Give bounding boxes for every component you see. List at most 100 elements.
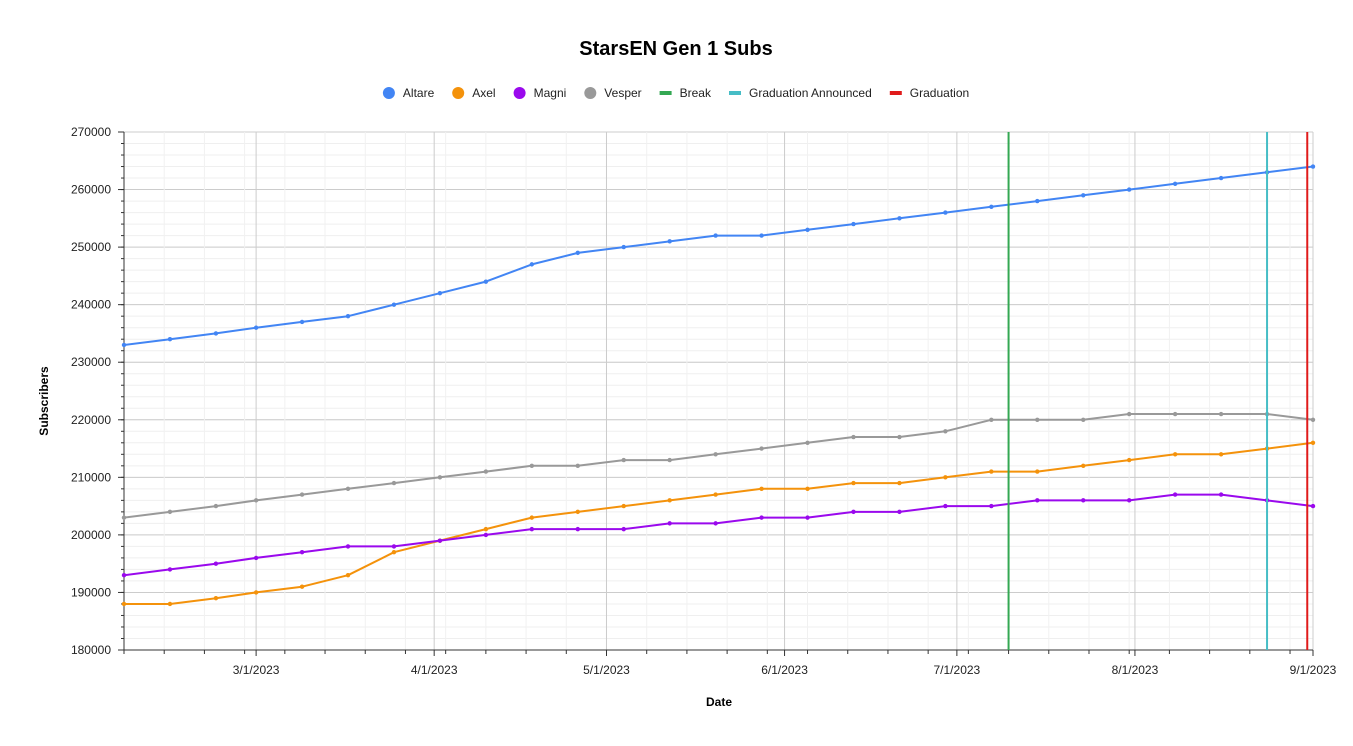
legend-label-altare: Altare — [403, 86, 435, 100]
data-point-magni — [897, 509, 902, 515]
data-point-vesper — [1081, 417, 1086, 422]
legend-item-axel: Axel — [452, 86, 496, 100]
data-point-altare — [575, 250, 580, 256]
data-point-altare — [299, 319, 305, 325]
data-point-vesper — [437, 475, 443, 480]
data-point-magni — [121, 572, 127, 578]
event-lines — [1007, 132, 1309, 650]
legend-swatch-graduation — [889, 91, 902, 95]
legend-swatch-vesper — [584, 87, 597, 99]
grid — [118, 131, 1314, 656]
y-tick-label: 260000 — [71, 183, 111, 197]
data-point-axel — [167, 601, 173, 607]
data-point-altare — [121, 342, 127, 348]
data-point-vesper — [345, 486, 351, 492]
data-point-vesper — [621, 457, 626, 463]
axes — [123, 132, 1313, 651]
legend-swatch-altare — [382, 87, 395, 99]
data-point-axel — [1172, 452, 1178, 457]
legend-item-graduation: Graduation — [889, 86, 969, 100]
data-point-vesper — [299, 492, 305, 497]
data-point-altare — [851, 221, 856, 227]
data-point-altare — [1081, 193, 1086, 198]
y-tick-label: 180000 — [71, 643, 111, 657]
data-point-axel — [483, 526, 489, 532]
data-point-axel — [1081, 463, 1086, 469]
data-point-magni — [483, 532, 489, 538]
x-tick-label: 8/1/2023 — [1112, 663, 1159, 677]
data-point-altare — [345, 313, 351, 319]
data-point-vesper — [713, 452, 718, 457]
data-point-altare — [1310, 164, 1316, 169]
legend-swatch-axel — [452, 87, 465, 99]
data-point-vesper — [483, 469, 489, 474]
data-point-altare — [391, 302, 397, 307]
data-point-vesper — [1172, 411, 1178, 417]
data-point-altare — [1218, 175, 1224, 181]
data-point-altare — [1035, 198, 1040, 204]
data-point-magni — [989, 503, 994, 509]
data-point-magni — [1218, 492, 1224, 497]
data-point-magni — [1126, 498, 1132, 503]
data-point-magni — [1172, 492, 1178, 497]
data-point-altare — [483, 279, 489, 284]
y-tick-label: 250000 — [71, 240, 111, 254]
data-point-axel — [1035, 469, 1040, 474]
legend: Altare Axel Magni Vesper Break Graduation Ann… — [382, 86, 969, 100]
x-axis-ticks: 3/1/2023 4/1/2023 5/1/2023 6/1/2023 7/1/2023… — [233, 663, 1337, 677]
data-point-altare — [167, 337, 173, 342]
data-point-magni — [391, 544, 397, 549]
y-tick-label: 230000 — [71, 355, 111, 369]
data-point-magni — [575, 526, 580, 532]
legend-item-break: Break — [659, 86, 712, 100]
data-point-altare — [253, 325, 259, 330]
data-point-vesper — [1310, 417, 1316, 422]
y-axis-ticks: 180000 190000 200000 210000 220000 230000 2400… — [71, 125, 111, 657]
legend-item-vesper: Vesper — [584, 86, 642, 100]
legend-swatch-break — [659, 91, 672, 95]
data-point-axel — [575, 509, 580, 515]
y-tick-label: 190000 — [71, 585, 111, 599]
legend-swatch-magni — [513, 87, 526, 99]
x-tick-label: 9/1/2023 — [1290, 663, 1337, 677]
legend-item-graduation-announced: Graduation Announced — [729, 86, 872, 100]
data-point-magni — [713, 521, 718, 526]
data-point-vesper — [391, 480, 397, 486]
data-point-axel — [805, 486, 810, 492]
x-tick-label: 3/1/2023 — [233, 663, 280, 677]
data-point-magni — [759, 515, 764, 520]
y-tick-label: 210000 — [71, 470, 111, 484]
data-point-altare — [759, 233, 764, 238]
data-point-altare — [667, 239, 672, 244]
data-point-vesper — [989, 417, 994, 422]
data-point-vesper — [121, 515, 127, 520]
data-point-magni — [943, 503, 948, 509]
data-point-axel — [851, 480, 856, 486]
data-point-magni — [1081, 498, 1086, 503]
data-point-axel — [1310, 440, 1316, 445]
data-point-altare — [1172, 181, 1178, 186]
data-point-axel — [667, 498, 672, 503]
series-group — [121, 164, 1316, 607]
data-point-magni — [805, 515, 810, 520]
data-point-vesper — [759, 446, 764, 451]
data-point-axel — [345, 572, 351, 578]
data-point-altare — [943, 210, 948, 215]
data-point-axel — [943, 475, 948, 480]
data-point-vesper — [851, 434, 856, 440]
data-point-axel — [1126, 457, 1132, 463]
data-point-axel — [253, 590, 259, 595]
data-point-magni — [1035, 498, 1040, 503]
data-point-axel — [989, 469, 994, 474]
data-point-altare — [213, 331, 219, 336]
data-point-magni — [529, 526, 535, 532]
chart-title: StarsEN Gen 1 Subs — [579, 38, 772, 60]
data-point-axel — [713, 492, 718, 497]
data-point-axel — [529, 515, 535, 520]
data-point-magni — [437, 538, 443, 543]
legend-label-vesper: Vesper — [604, 86, 641, 100]
data-point-magni — [345, 544, 351, 549]
data-point-vesper — [805, 440, 810, 445]
data-point-axel — [759, 486, 764, 492]
